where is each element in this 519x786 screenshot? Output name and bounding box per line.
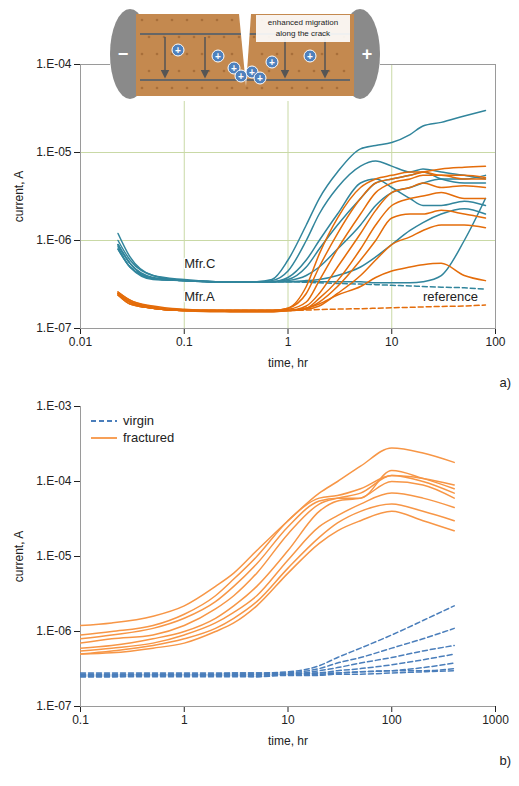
svg-text:1.E-06: 1.E-06 <box>36 233 72 247</box>
svg-text:1.E-04: 1.E-04 <box>36 474 72 488</box>
svg-text:0.01: 0.01 <box>69 335 93 349</box>
svg-text:1: 1 <box>285 335 292 349</box>
svg-text:+: + <box>215 51 221 62</box>
svg-text:100: 100 <box>485 335 505 349</box>
svg-text:1.E-06: 1.E-06 <box>36 624 72 638</box>
svg-text:+: + <box>307 51 313 62</box>
svg-text:+: + <box>362 44 373 64</box>
svg-text:current, A: current, A <box>12 531 26 582</box>
svg-text:Mfr.A: Mfr.A <box>184 289 215 304</box>
svg-text:+: + <box>175 45 181 56</box>
svg-text:10: 10 <box>281 713 295 727</box>
svg-text:+: + <box>257 73 263 84</box>
svg-text:1.E-05: 1.E-05 <box>36 145 72 159</box>
svg-text:1: 1 <box>181 713 188 727</box>
svg-text:1.E-07: 1.E-07 <box>36 699 72 713</box>
svg-text:1.E-05: 1.E-05 <box>36 549 72 563</box>
svg-text:100: 100 <box>382 713 402 727</box>
svg-text:0.1: 0.1 <box>176 335 193 349</box>
svg-text:1.E-03: 1.E-03 <box>36 399 72 413</box>
svg-text:Mfr.C: Mfr.C <box>184 256 215 271</box>
html-text:fractured: fractured <box>123 430 175 445</box>
svg-text:reference: reference <box>423 289 478 304</box>
html-text:a): a) <box>499 375 511 390</box>
svg-text:1000: 1000 <box>482 713 509 727</box>
svg-text:+: + <box>269 57 275 68</box>
svg-text:+: + <box>238 71 244 82</box>
svg-text:−: − <box>118 44 129 64</box>
svg-text:along the crack: along the crack <box>276 29 331 38</box>
svg-text:0.1: 0.1 <box>72 713 89 727</box>
html-text:b): b) <box>499 753 511 768</box>
svg-text:1.E-07: 1.E-07 <box>36 321 72 335</box>
svg-text:time, hr: time, hr <box>268 734 308 748</box>
html-text:virgin: virgin <box>123 413 155 428</box>
svg-text:time, hr: time, hr <box>268 356 308 370</box>
svg-text:enhanced migration: enhanced migration <box>268 18 338 27</box>
svg-text:10: 10 <box>385 335 399 349</box>
svg-text:current, A: current, A <box>12 171 26 222</box>
svg-text:1.E-04: 1.E-04 <box>36 57 72 71</box>
